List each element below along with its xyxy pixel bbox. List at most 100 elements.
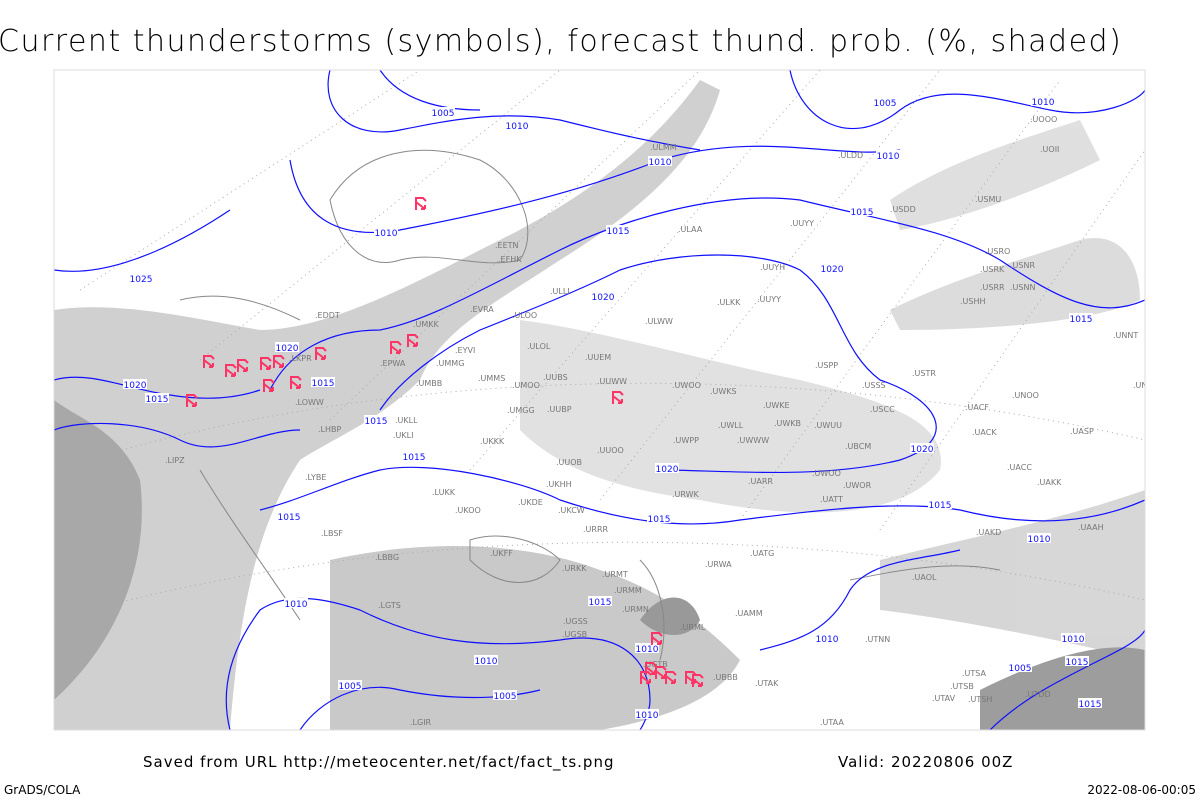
thunderstorm-icon: [260, 357, 272, 370]
station-label: .UATG: [750, 549, 774, 558]
isobar-label: 1005: [494, 692, 517, 702]
station-label: .USRK: [980, 265, 1005, 274]
thunderstorm-icon: [685, 671, 697, 684]
thunderstorm-symbols: [186, 197, 704, 687]
station-label: .LYBE: [305, 473, 326, 482]
station-label: .USTR: [912, 369, 936, 378]
thunderstorm-icon: [225, 364, 237, 377]
station-label: .USHH: [960, 297, 986, 306]
station-label: .UUYH: [760, 263, 785, 272]
valid-time-text: Valid: 20220806 00Z: [838, 753, 1014, 771]
isobar-label-background: [374, 227, 398, 237]
station-label: .UTDD: [1025, 690, 1051, 699]
station-label: .ULOO: [512, 311, 537, 320]
station-label: .UTSH: [968, 695, 992, 704]
station-label: .UAOL: [912, 573, 937, 582]
isobar-label-background: [647, 513, 671, 523]
station-label: .UWOO: [812, 469, 841, 478]
isobar-label: 1015: [1070, 315, 1093, 325]
isobar-label-background: [364, 415, 388, 425]
isobar-label: 1010: [375, 229, 398, 239]
station-label: .UTSA: [962, 669, 987, 678]
isobar-label: 1010: [636, 711, 659, 721]
isobar-label-background: [277, 511, 301, 521]
isobar-label: 1015: [929, 501, 952, 511]
thunderstorm-icon: [186, 394, 198, 407]
station-label: .UKCW: [558, 506, 585, 515]
station-label: .LBSF: [321, 529, 343, 538]
isobar-label: 1015: [1079, 700, 1102, 710]
thunderstorm-icon: [692, 674, 704, 687]
station-label: .UUEM: [585, 353, 611, 362]
station-label: .URMM: [614, 586, 642, 595]
isobar-label: 1005: [432, 109, 455, 119]
station-label: .EFHK: [498, 255, 522, 264]
thunderstorm-probability-shading: [54, 80, 1145, 730]
isobar-label: 1010: [877, 152, 900, 162]
isobar-label: 1010: [816, 635, 839, 645]
station-label: .UACK: [972, 428, 997, 437]
station-label: .UAKD: [976, 528, 1001, 537]
isobar-label: 1020: [124, 381, 147, 391]
isobar-label: 1020: [656, 465, 679, 475]
station-label: .ULDD: [838, 151, 863, 160]
station-label: .USDD: [890, 205, 916, 214]
station-label: .UWUU: [814, 421, 842, 430]
thunderstorm-icon: [407, 334, 419, 347]
isobar-label: 1020: [276, 344, 299, 354]
station-label: .UWKS: [710, 387, 737, 396]
isobar-label-background: [1027, 533, 1051, 543]
isobar-label: 1010: [636, 645, 659, 655]
station-label: .UBBB: [713, 673, 738, 682]
isobar-label-background: [648, 156, 672, 166]
map-title: Current thunderstorms (symbols), forecas…: [0, 24, 1123, 59]
isobar-label-background: [474, 655, 498, 665]
isobar-label-background: [588, 596, 612, 606]
isobar-label-background: [815, 633, 839, 643]
station-label: .UMGG: [507, 406, 535, 415]
station-label: .UUYY: [757, 295, 781, 304]
isobar-label-background: [123, 379, 147, 389]
isobar-label-background: [876, 150, 900, 160]
station-label: .UGSS: [563, 617, 588, 626]
station-label: .ULWW: [645, 317, 673, 326]
station-label: .UKLI: [393, 431, 413, 440]
station-label: .UKKK: [480, 437, 505, 446]
station-label: .URWK: [672, 490, 700, 499]
station-label: .LBBG: [375, 553, 399, 562]
isobar-label-background: [1061, 633, 1085, 643]
station-label: .LIPZ: [165, 456, 185, 465]
station-label: .USMU: [975, 195, 1001, 204]
station-label: .UNOO: [1012, 391, 1039, 400]
thunderstorm-icon: [665, 671, 677, 684]
station-label: .USRR: [980, 283, 1005, 292]
thunderstorm-icon: [203, 355, 215, 368]
isobar-label: 1015: [589, 598, 612, 608]
station-label: .UTAA: [820, 718, 844, 727]
isobar-label-background: [928, 499, 952, 509]
station-label: .URRR: [583, 525, 609, 534]
station-label: .UBCM: [845, 442, 871, 451]
station-label: .UKOO: [455, 506, 481, 515]
isobar-label: 1020: [592, 293, 615, 303]
station-label: .UOII: [1040, 145, 1059, 154]
isobar-label: 1010: [1062, 635, 1085, 645]
station-label: .UKLL: [395, 416, 418, 425]
station-label: .LHBP: [318, 425, 342, 434]
station-label: .URMT: [602, 570, 628, 579]
station-label: .UWKE: [763, 401, 790, 410]
station-label: .UKFF: [490, 549, 513, 558]
station-label: .UTAV: [932, 694, 956, 703]
station-label: .USRO: [985, 247, 1010, 256]
thunderstorm-icon: [612, 391, 624, 404]
isobar-label-background: [431, 107, 455, 117]
isobar-label-background: [635, 643, 659, 653]
graticule: [54, 70, 1145, 621]
station-label: .UMBB: [416, 379, 442, 388]
thunderstorm-icon: [237, 359, 249, 372]
isobar-labels: 1005 1010 1005 1010 1010 1010 1015 1010 1015 1020…: [123, 96, 1102, 721]
station-label: .UNNT: [1113, 331, 1138, 340]
station-label: .UARR: [748, 477, 773, 486]
station-label: .UACC: [1007, 463, 1032, 472]
station-label: .UGSB: [562, 630, 587, 639]
